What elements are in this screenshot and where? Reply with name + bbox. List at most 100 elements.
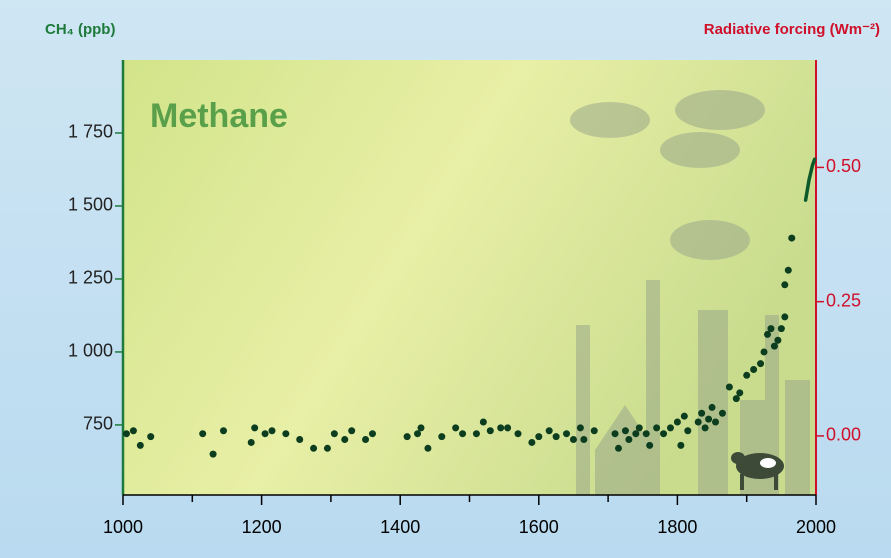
data-point xyxy=(767,325,775,333)
data-point xyxy=(732,395,740,403)
data-point xyxy=(774,336,782,344)
data-point xyxy=(417,424,425,432)
data-point xyxy=(219,427,227,435)
data-point xyxy=(136,441,144,449)
data-point xyxy=(635,424,643,432)
data-point xyxy=(528,438,536,446)
y2-tick-label: 0.50 xyxy=(826,156,861,176)
x-tick-label: 1800 xyxy=(657,517,697,537)
data-point xyxy=(497,424,505,432)
data-point xyxy=(660,430,668,438)
data-point xyxy=(781,281,789,289)
data-point xyxy=(743,371,751,379)
data-point xyxy=(323,444,331,452)
data-point xyxy=(147,433,155,441)
data-point xyxy=(684,427,692,435)
data-point xyxy=(580,436,588,444)
y2-axis-label: Radiative forcing (Wm⁻²) xyxy=(704,21,880,38)
data-point xyxy=(698,409,706,417)
data-point xyxy=(296,436,304,444)
data-point xyxy=(282,430,290,438)
industry-illustration xyxy=(570,90,810,495)
data-point xyxy=(680,412,688,420)
data-point xyxy=(784,266,792,274)
data-point xyxy=(424,444,432,452)
data-point xyxy=(368,430,376,438)
y2-tick-label: 0.25 xyxy=(826,290,861,310)
data-point xyxy=(757,360,765,368)
data-point xyxy=(777,325,785,333)
data-point xyxy=(677,441,685,449)
data-point xyxy=(514,430,522,438)
y-tick-label: 1 250 xyxy=(68,268,113,288)
data-point xyxy=(625,436,633,444)
data-point xyxy=(712,418,720,426)
data-point xyxy=(563,430,571,438)
cow-illustration xyxy=(731,452,784,490)
data-point xyxy=(330,430,338,438)
data-point xyxy=(788,234,796,242)
data-point xyxy=(122,430,130,438)
data-point xyxy=(403,433,411,441)
data-point xyxy=(552,433,560,441)
data-point xyxy=(348,427,356,435)
chart-title: Methane xyxy=(150,97,288,135)
x-tick-label: 1200 xyxy=(242,517,282,537)
data-point xyxy=(576,424,584,432)
data-point xyxy=(763,330,771,338)
data-point xyxy=(479,418,487,426)
data-point xyxy=(736,389,744,397)
data-point xyxy=(362,436,370,444)
data-point xyxy=(646,441,654,449)
data-point xyxy=(673,418,681,426)
data-point xyxy=(590,427,598,435)
data-point xyxy=(653,424,661,432)
y-axis-label: CH₄ (ppb) xyxy=(45,21,115,38)
data-point xyxy=(129,427,137,435)
data-point xyxy=(614,444,622,452)
data-point xyxy=(247,438,255,446)
data-point xyxy=(251,424,259,432)
data-point xyxy=(459,430,467,438)
data-point xyxy=(310,444,318,452)
x-tick-label: 1400 xyxy=(380,517,420,537)
data-point xyxy=(452,424,460,432)
data-point xyxy=(701,424,709,432)
x-tick-label: 1600 xyxy=(519,517,559,537)
data-point xyxy=(341,436,349,444)
data-point xyxy=(705,415,713,423)
data-point xyxy=(209,450,217,458)
data-point xyxy=(438,433,446,441)
data-point xyxy=(268,427,276,435)
data-point xyxy=(750,365,758,373)
data-point xyxy=(708,403,716,411)
y2-tick-label: 0.00 xyxy=(826,425,861,445)
data-point xyxy=(666,424,674,432)
data-point xyxy=(621,427,629,435)
x-tick-label: 1000 xyxy=(103,517,143,537)
data-point xyxy=(781,313,789,321)
data-point xyxy=(718,409,726,417)
data-point xyxy=(642,430,650,438)
y-tick-label: 750 xyxy=(83,414,113,434)
data-point xyxy=(569,436,577,444)
data-point xyxy=(261,430,269,438)
data-point xyxy=(632,430,640,438)
data-line xyxy=(803,157,817,202)
data-point xyxy=(760,348,768,356)
data-point xyxy=(199,430,207,438)
data-point xyxy=(694,418,702,426)
data-point xyxy=(535,433,543,441)
y-tick-label: 1 500 xyxy=(68,195,113,215)
x-tick-label: 2000 xyxy=(796,517,836,537)
y-tick-label: 1 750 xyxy=(68,122,113,142)
data-point xyxy=(770,342,778,350)
data-point xyxy=(486,427,494,435)
data-point xyxy=(611,430,619,438)
data-point xyxy=(504,424,512,432)
data-point xyxy=(545,427,553,435)
data-point xyxy=(472,430,480,438)
data-point xyxy=(725,383,733,391)
y-tick-label: 1 000 xyxy=(68,341,113,361)
